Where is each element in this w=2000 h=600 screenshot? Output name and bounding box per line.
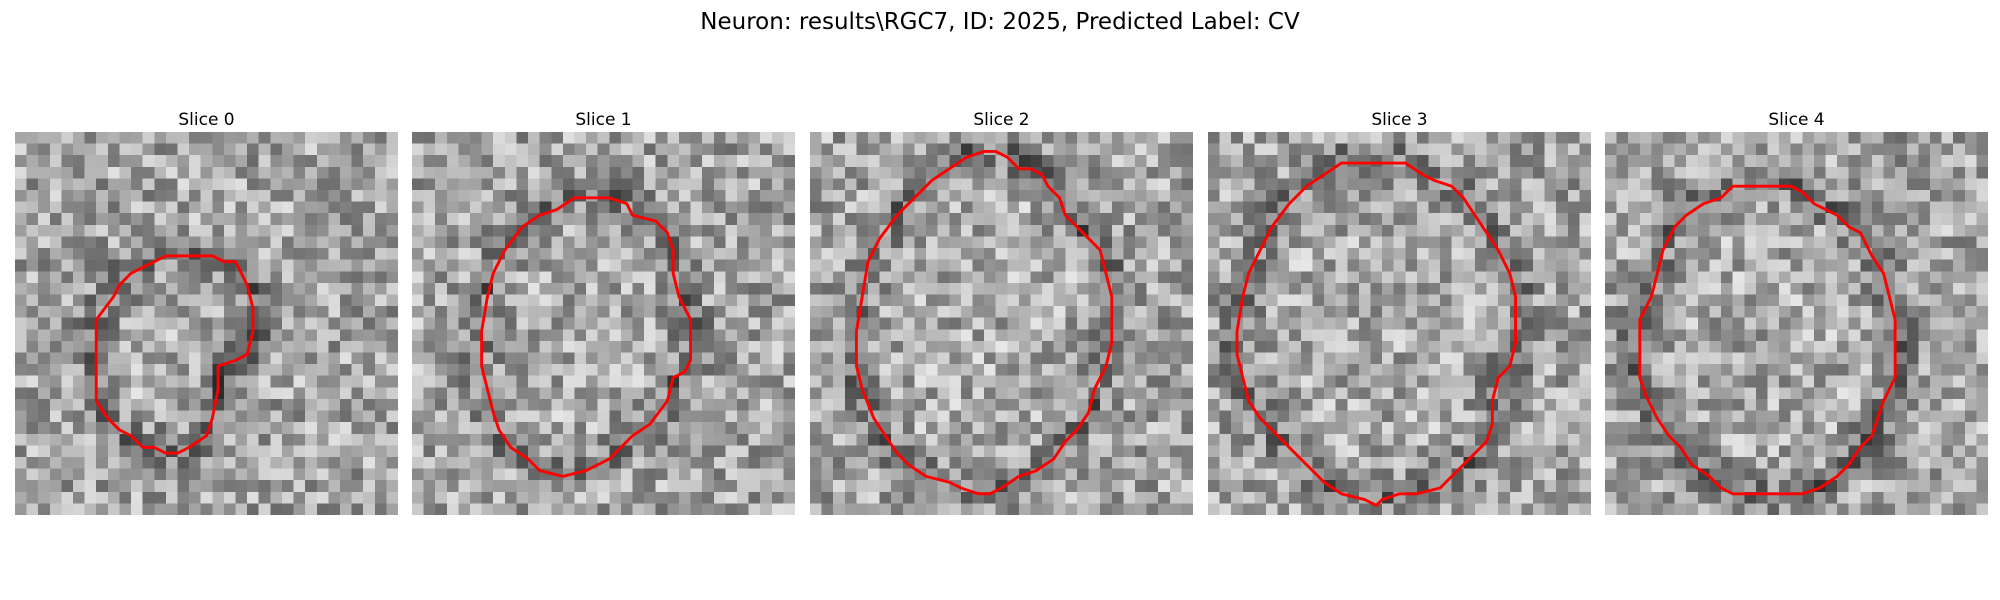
contour-line — [1235, 161, 1518, 507]
contour-line — [1638, 184, 1897, 496]
slice-title: Slice 4 — [1768, 110, 1825, 130]
slice-title: Slice 2 — [973, 110, 1030, 130]
contour-line — [94, 254, 255, 455]
slice-title: Slice 3 — [1371, 110, 1428, 130]
contour-overlay — [1638, 184, 1897, 496]
contour-overlay — [480, 196, 692, 478]
slice-panel-4: Slice 4 — [1605, 108, 1988, 515]
slice-image — [1208, 132, 1591, 515]
slice-image — [1605, 132, 1988, 515]
slice-image — [810, 132, 1193, 515]
contour-overlay — [94, 254, 255, 455]
slice-panel-0: Slice 0 — [15, 108, 398, 515]
slice-title: Slice 1 — [575, 110, 632, 130]
contour-line — [480, 196, 692, 478]
figure-title: Neuron: results\RGC7, ID: 2025, Predicte… — [700, 9, 1300, 35]
slice-image — [15, 132, 398, 515]
contour-overlay — [1235, 161, 1518, 507]
slice-panel-1: Slice 1 — [412, 108, 795, 515]
slice-panel-3: Slice 3 — [1208, 108, 1591, 515]
slice-title: Slice 0 — [178, 110, 235, 130]
slice-panel-2: Slice 2 — [810, 108, 1193, 515]
contour-overlay — [854, 149, 1114, 496]
slice-image — [412, 132, 795, 515]
contour-line — [854, 149, 1114, 496]
